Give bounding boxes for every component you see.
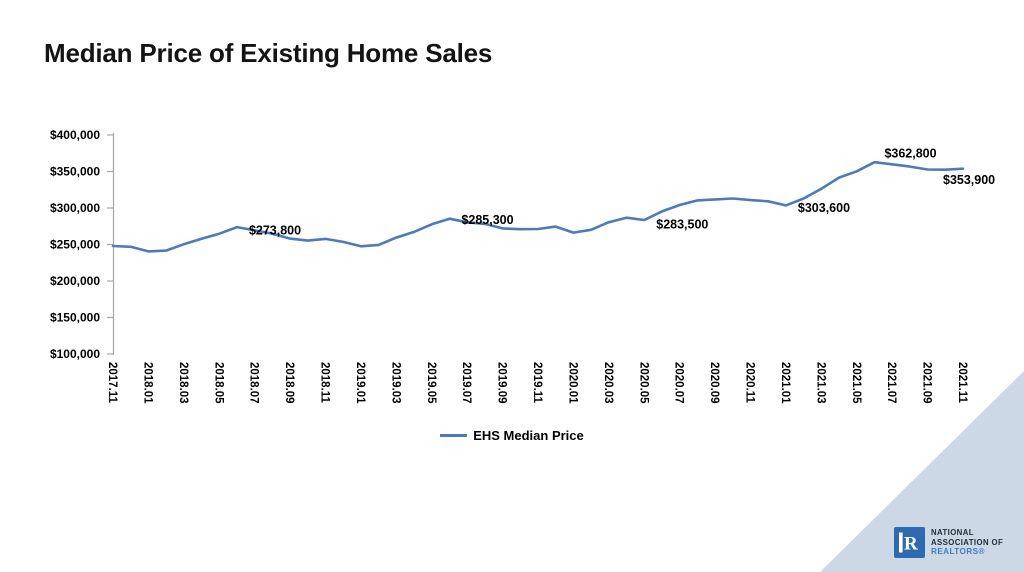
x-axis-label: 2019.09 xyxy=(496,362,508,404)
x-axis-label: 2019.07 xyxy=(460,362,472,404)
x-axis-label: 2021.09 xyxy=(921,362,933,404)
nar-logo: R NATIONAL ASSOCIATION OF REALTORS® xyxy=(894,527,1003,558)
nar-logo-text: NATIONAL ASSOCIATION OF REALTORS® xyxy=(931,528,1003,557)
x-axis-label: 2020.07 xyxy=(673,362,685,404)
annotation-label: $353,900 xyxy=(943,173,995,187)
x-axis-label: 2018.11 xyxy=(319,362,331,404)
logo-text-line: NATIONAL xyxy=(931,528,974,537)
x-axis-label: 2018.07 xyxy=(248,362,260,404)
y-axis-label: $300,000 xyxy=(50,201,100,215)
legend-line-swatch xyxy=(440,434,468,437)
x-axis-label: 2021.05 xyxy=(850,362,862,404)
legend: EHS Median Price xyxy=(0,428,1024,443)
x-axis-label: 2020.05 xyxy=(637,362,649,404)
x-axis-label: 2018.03 xyxy=(177,362,189,404)
annotation-label: $283,500 xyxy=(656,218,708,232)
x-axis-label: 2017.11 xyxy=(106,362,118,404)
logo-text-line: ASSOCIATION OF xyxy=(931,537,1004,547)
annotation-label: $273,800 xyxy=(249,224,301,238)
x-axis-label: 2018.05 xyxy=(212,362,224,404)
y-axis-label: $350,000 xyxy=(50,165,100,179)
x-axis-label: 2019.05 xyxy=(425,362,437,404)
ehs-median-price-line xyxy=(111,160,965,253)
y-axis-label: $400,000 xyxy=(50,128,100,142)
y-axis-label: $200,000 xyxy=(50,274,100,288)
x-axis-label: 2020.03 xyxy=(602,362,614,404)
x-axis-label: 2021.07 xyxy=(885,362,897,404)
x-axis-label: 2020.11 xyxy=(744,362,756,404)
annotation-label: $285,300 xyxy=(461,213,513,227)
nar-r-icon: R xyxy=(894,527,925,558)
y-axis-label: $150,000 xyxy=(50,311,100,325)
x-axis-label: 2020.09 xyxy=(708,362,720,404)
logo-text-line: REALTORS® xyxy=(931,547,985,556)
legend-label: EHS Median Price xyxy=(473,428,584,443)
x-axis-label: 2020.01 xyxy=(566,362,578,404)
x-axis-label: 2018.09 xyxy=(283,362,295,404)
annotation-label: $362,800 xyxy=(884,147,936,161)
x-axis-label: 2019.11 xyxy=(531,362,543,404)
chart-title: Median Price of Existing Home Sales xyxy=(44,38,493,68)
y-axis-label: $250,000 xyxy=(50,238,100,252)
x-axis-label: 2019.01 xyxy=(354,362,366,404)
y-axis-label: $100,000 xyxy=(50,347,100,361)
x-axis-label: 2019.03 xyxy=(389,362,401,404)
svg-text:R: R xyxy=(904,534,918,555)
annotation-label: $303,600 xyxy=(798,201,850,215)
x-axis-label: 2021.01 xyxy=(779,362,791,404)
x-axis-label: 2021.11 xyxy=(956,362,968,404)
x-axis-label: 2018.01 xyxy=(141,362,153,404)
median-price-line-chart: $400,000 $350,000 $300,000 $250,000 $200,000… xyxy=(50,128,995,404)
x-axis-label: 2021.03 xyxy=(814,362,826,404)
